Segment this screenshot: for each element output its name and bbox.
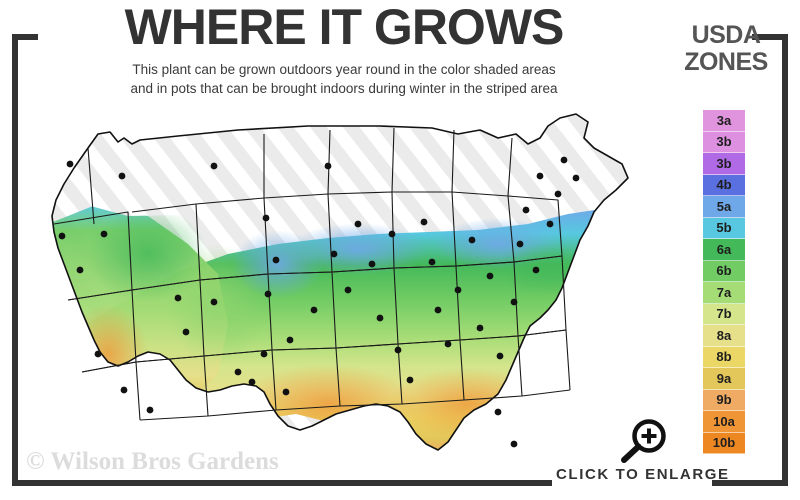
- frame-left-segment: [12, 34, 18, 486]
- frame-bottom-right-segment: [712, 480, 788, 486]
- legend-title-line-1: USDA: [691, 21, 761, 49]
- magnifier-plus-icon[interactable]: [616, 418, 672, 466]
- national-border: [51, 113, 629, 451]
- zone-swatch-10a-14: 10a: [703, 411, 745, 433]
- out-of-range-area-south-texas: [242, 414, 334, 450]
- state-borders: [53, 127, 571, 421]
- zone-swatch-6a-6: 6a: [703, 239, 745, 261]
- frame-top-left-segment: [12, 34, 38, 40]
- frame-top-right-segment: [752, 34, 788, 40]
- zone-swatch-4b-3: 4b: [703, 174, 745, 196]
- zone-swatch-9b-13: 9b: [703, 389, 745, 411]
- out-of-range-area-maine: [546, 114, 594, 170]
- frame-bottom-left-segment: [12, 480, 552, 486]
- zone-swatch-8b-11: 8b: [703, 346, 745, 368]
- zone-swatch-8a-10: 8a: [703, 325, 745, 347]
- zone-swatch-3b-1: 3b: [703, 131, 745, 153]
- page-subtitle: This plant can be grown outdoors year ro…: [34, 60, 654, 98]
- out-of-range-area-florida: [498, 400, 540, 450]
- zone-swatch-9a-12: 9a: [703, 368, 745, 390]
- zone-swatch-3a-0: 3a: [703, 110, 745, 132]
- city-dots: [58, 156, 580, 448]
- subtitle-line-2: and in pots that can be brought indoors …: [130, 81, 558, 96]
- zone-swatch-3b-2: 3b: [703, 153, 745, 175]
- legend-title-line-2: ZONES: [684, 48, 768, 76]
- out-of-range-area-arizona: [146, 384, 204, 426]
- zone-swatch-5a-4: 5a: [703, 196, 745, 218]
- out-of-range-area-north: [68, 124, 628, 216]
- usda-zone-map[interactable]: [28, 104, 658, 464]
- zone-swatch-10b-15: 10b: [703, 432, 745, 454]
- legend-title: USDA ZONES: [660, 22, 792, 76]
- zone-swatch-5b-5: 5b: [703, 217, 745, 239]
- zone-swatch-7a-8: 7a: [703, 282, 745, 304]
- usda-zone-legend: 3a 3b 3b 4b 5a 5b 6a 6b 7a 7b 8a 8b 9a 9b 10a 10b: [703, 110, 745, 454]
- subtitle-line-1: This plant can be grown outdoors year ro…: [132, 62, 556, 77]
- watermark: © Wilson Bros Gardens: [26, 448, 279, 475]
- page-title: WHERE IT GROWS: [124, 0, 565, 55]
- frame-right-segment: [782, 34, 788, 486]
- zone-swatch-6b-7: 6b: [703, 260, 745, 282]
- click-to-enlarge-label[interactable]: CLICK TO ENLARGE: [556, 466, 730, 483]
- zone-swatch-7b-9: 7b: [703, 303, 745, 325]
